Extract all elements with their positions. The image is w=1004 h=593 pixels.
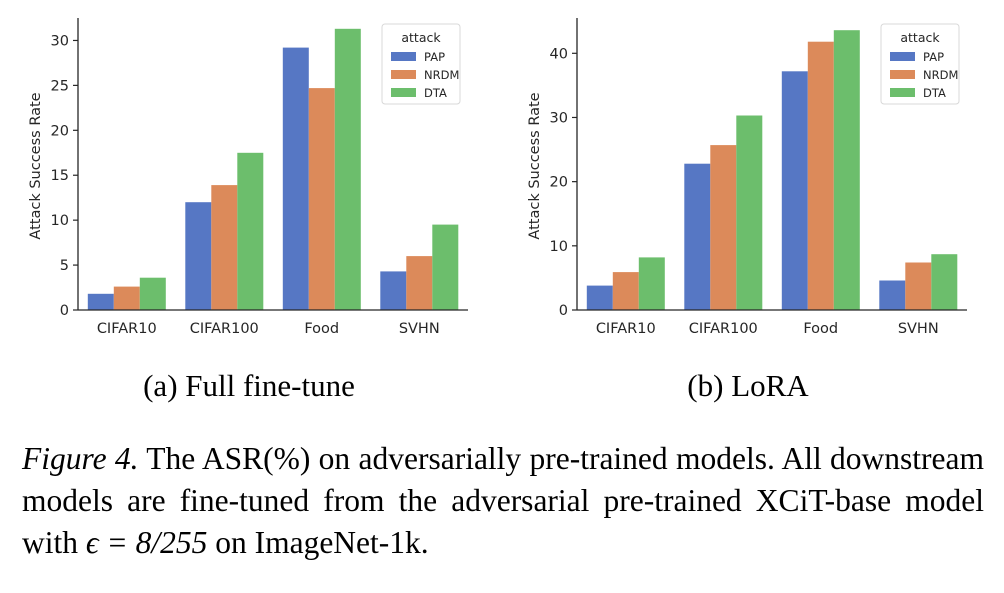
legend-label-nrdm: NRDM — [923, 68, 958, 82]
x-tick-label: SVHN — [898, 321, 939, 337]
bar-pap-svhn — [879, 280, 906, 310]
bar-dta-svhn — [432, 224, 459, 310]
legend-label-dta: DTA — [424, 86, 447, 100]
subcaption-b: (b) LoRA — [687, 368, 809, 403]
bar-pap-food — [282, 47, 309, 310]
y-tick-label: 40 — [550, 46, 568, 62]
y-tick-label: 25 — [51, 78, 69, 94]
caption-text-before: The ASR(%) on adversarially pre-trained … — [22, 441, 984, 560]
y-axis-title: Attack Success Rate — [28, 92, 44, 239]
y-tick-label: 30 — [550, 110, 568, 126]
bar-nrdm-cifar100 — [710, 145, 737, 310]
subcaption-a: (a) Full fine-tune — [143, 368, 355, 403]
legend-box — [381, 23, 461, 105]
bar-pap-svhn — [380, 271, 407, 310]
y-axis-title: Attack Success Rate — [527, 92, 543, 239]
y-tick-label: 0 — [60, 303, 69, 319]
bar-dta-cifar100 — [237, 152, 264, 310]
bar-dta-food — [334, 28, 361, 311]
bar-pap-cifar100 — [684, 163, 711, 310]
legend: attack PAP NRDM DTA — [880, 23, 960, 105]
y-tick-label: 5 — [60, 258, 69, 274]
legend-swatch-nrdm — [391, 70, 416, 79]
legend-swatch-dta — [890, 88, 915, 97]
bar-nrdm-food — [308, 88, 335, 310]
legend-swatch-dta — [391, 88, 416, 97]
y-tick-label: 10 — [51, 213, 69, 229]
y-tick-label: 30 — [51, 33, 69, 49]
legend-title: attack — [900, 30, 940, 45]
x-tick-label: CIFAR100 — [190, 321, 259, 337]
bar-nrdm-cifar100 — [211, 185, 238, 310]
caption-label: Figure 4. — [22, 441, 139, 476]
y-tick-label: 10 — [550, 239, 568, 255]
caption-text-after: on ImageNet-1k. — [207, 525, 429, 560]
caption-math: ϵ = 8/255 — [85, 525, 208, 560]
bar-dta-food — [833, 30, 860, 310]
bar-nrdm-cifar10 — [612, 272, 639, 310]
bar-dta-svhn — [931, 254, 958, 310]
legend-swatch-nrdm — [890, 70, 915, 79]
x-tick-label: SVHN — [399, 321, 440, 337]
legend: attack PAP NRDM DTA — [381, 23, 461, 105]
bar-nrdm-svhn — [406, 256, 433, 310]
legend-box — [880, 23, 960, 105]
y-tick-label: 20 — [51, 123, 69, 139]
legend-label-pap: PAP — [923, 50, 944, 64]
legend-label-dta: DTA — [923, 86, 946, 100]
bar-pap-cifar10 — [87, 293, 114, 310]
bar-nrdm-cifar10 — [113, 286, 140, 310]
bar-dta-cifar10 — [139, 277, 166, 310]
x-tick-label: Food — [803, 321, 838, 337]
bar-nrdm-food — [807, 41, 834, 310]
bar-dta-cifar100 — [736, 115, 763, 310]
chart-panel-a: 0 5 10 15 20 25 30 CIFAR10 CIFAR100 Food SVHN Attac… — [28, 18, 468, 403]
legend-swatch-pap — [890, 52, 915, 61]
y-tick-label: 0 — [559, 303, 568, 319]
x-tick-label: CIFAR10 — [97, 321, 157, 337]
legend-label-nrdm: NRDM — [424, 68, 459, 82]
bar-nrdm-svhn — [905, 262, 932, 310]
y-tick-label: 20 — [550, 175, 568, 191]
chart-panel-b: 0 10 20 30 40 CIFAR10 CIFAR100 Food SVHN Attack S… — [527, 18, 967, 403]
legend-label-pap: PAP — [424, 50, 445, 64]
figure-caption: Figure 4. The ASR(%) on adversarially pr… — [22, 438, 984, 564]
x-tick-label: CIFAR100 — [689, 321, 758, 337]
bar-pap-cifar10 — [586, 285, 613, 310]
bar-pap-cifar100 — [185, 202, 212, 310]
bar-pap-food — [781, 71, 808, 310]
y-tick-label: 15 — [51, 168, 69, 184]
legend-title: attack — [401, 30, 441, 45]
legend-swatch-pap — [391, 52, 416, 61]
x-tick-label: Food — [304, 321, 339, 337]
x-tick-label: CIFAR10 — [596, 321, 656, 337]
bar-dta-cifar10 — [638, 257, 665, 310]
